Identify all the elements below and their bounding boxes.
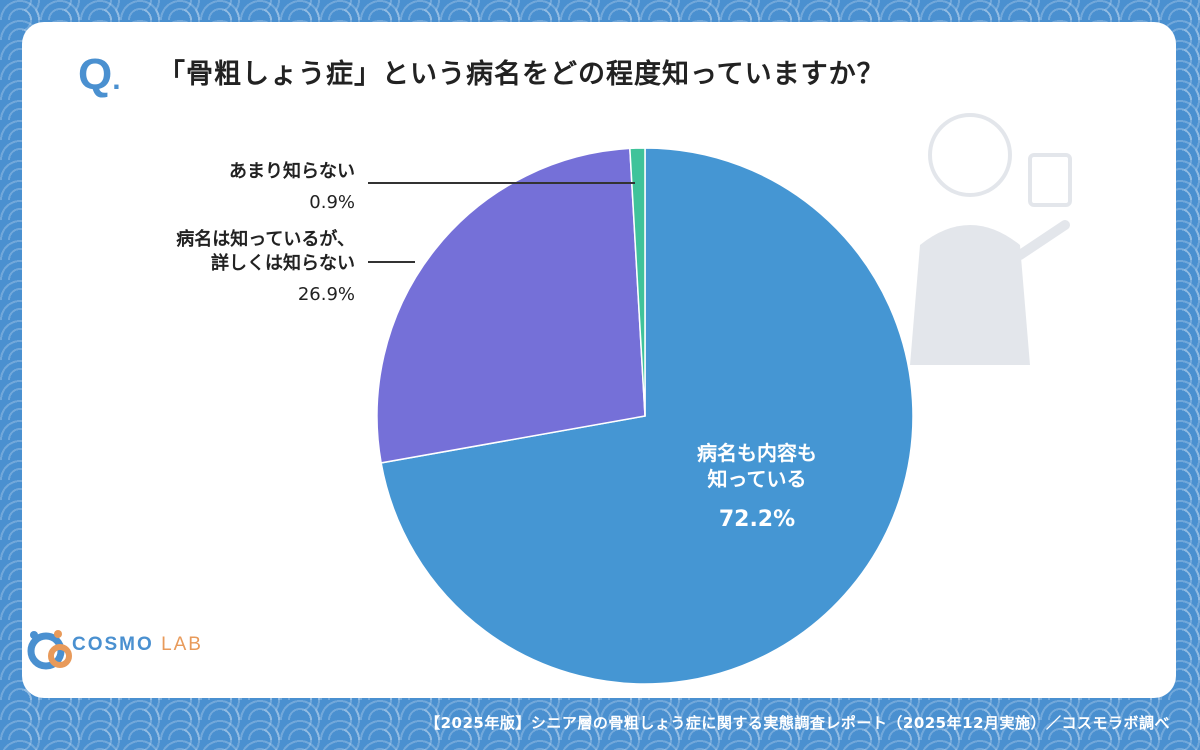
slice-label-2-line-0: あまり知らない <box>229 160 355 182</box>
logo-part-cosmo: COSMO <box>72 634 154 655</box>
question-mark-label: Q. <box>78 50 121 99</box>
slice-label-1-line-0: 病名は知っているが、 <box>176 228 355 250</box>
cosmo-lab-logo-icon <box>27 630 72 670</box>
question-title: 「骨粗しょう症」という病名をどの程度知っていますか？ <box>158 59 885 90</box>
slice-value-0: 72.2% <box>719 507 795 532</box>
source-footer: 【2025年版】シニア層の骨粗しょう症に関する実態調査レポート（2025年12月… <box>425 714 1170 732</box>
slice-label-0-line-1: 知っている <box>708 467 807 491</box>
logo-part-lab: LAB <box>161 634 203 655</box>
slice-value-1: 26.9% <box>298 284 355 305</box>
person-illustration-icon <box>910 113 1072 365</box>
leader-lines <box>368 182 635 263</box>
slice-label-0-line-0: 病名も内容も <box>697 441 817 465</box>
slice-value-2: 0.9% <box>309 192 355 213</box>
pie-slice-1 <box>376 147 646 464</box>
q-letter: Q <box>78 50 113 99</box>
pie-slice-0 <box>380 147 914 685</box>
slice-label-1-line-1: 詳しくは知らない <box>211 252 355 274</box>
logo-wordmark: COSMO LAB <box>72 634 203 656</box>
pie-slices <box>376 147 914 685</box>
pie-slice-2 <box>629 147 646 417</box>
